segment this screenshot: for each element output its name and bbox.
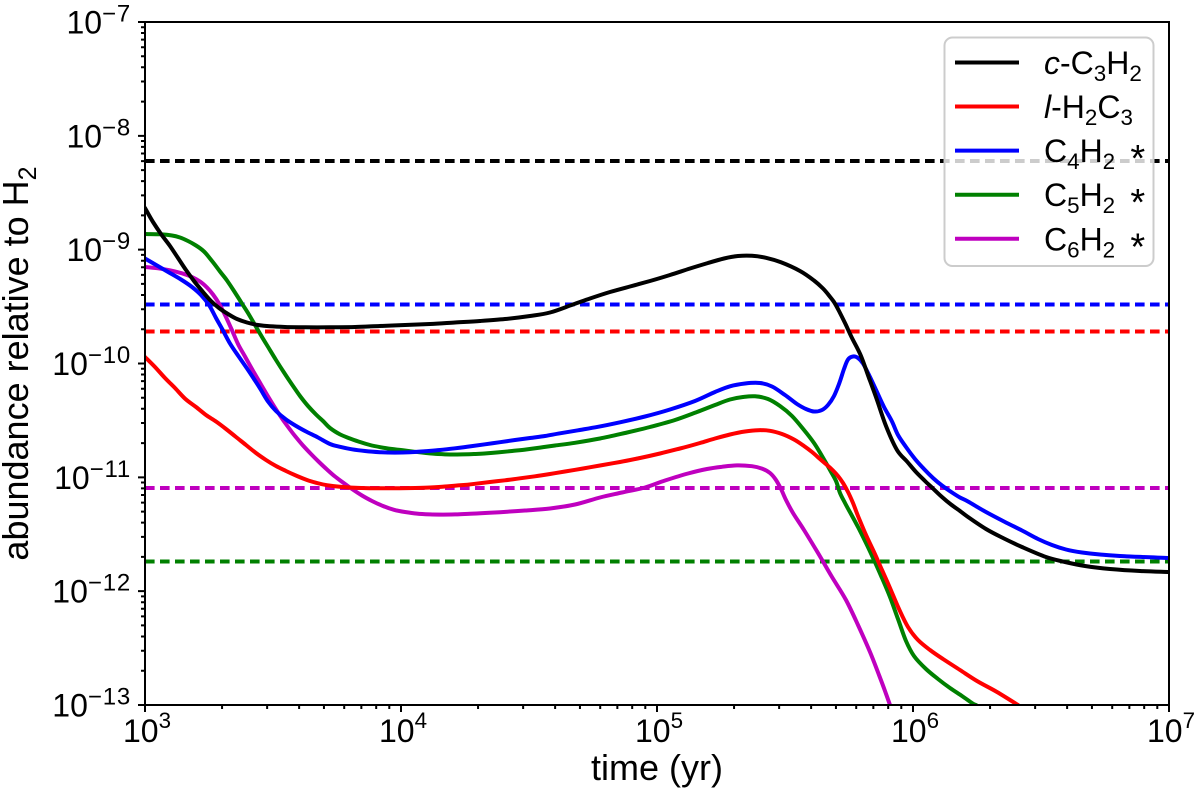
svg-text:c-C3H2: c-C3H2 xyxy=(1044,45,1142,86)
svg-text:10−8: 10−8 xyxy=(66,114,131,154)
svg-text:C5H2 *: C5H2 * xyxy=(1044,177,1145,224)
svg-text:time (yr): time (yr) xyxy=(591,747,723,788)
svg-text:abundance relative to H2: abundance relative to H2 xyxy=(0,166,42,560)
svg-text:107: 107 xyxy=(1147,708,1195,749)
